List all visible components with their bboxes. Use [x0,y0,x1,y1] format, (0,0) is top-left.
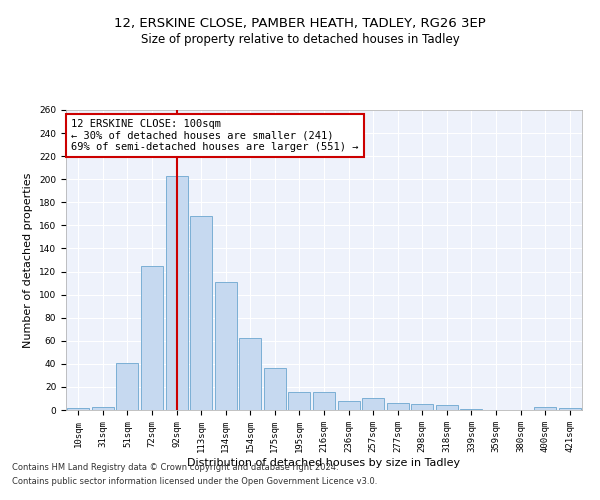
Bar [338,401,359,410]
Text: 12, ERSKINE CLOSE, PAMBER HEATH, TADLEY, RG26 3EP: 12, ERSKINE CLOSE, PAMBER HEATH, TADLEY,… [114,18,486,30]
Bar [116,362,139,410]
Bar [411,404,433,410]
Bar [190,216,212,410]
Bar [362,398,384,410]
Bar [534,406,556,410]
Text: 12 ERSKINE CLOSE: 100sqm
← 30% of detached houses are smaller (241)
69% of semi-: 12 ERSKINE CLOSE: 100sqm ← 30% of detach… [71,119,359,152]
Text: Contains public sector information licensed under the Open Government Licence v3: Contains public sector information licen… [12,477,377,486]
Bar [166,176,188,410]
Bar [436,406,458,410]
Bar [386,403,409,410]
Bar [215,282,237,410]
Bar [289,392,310,410]
Y-axis label: Number of detached properties: Number of detached properties [23,172,34,348]
Bar [239,338,262,410]
X-axis label: Distribution of detached houses by size in Tadley: Distribution of detached houses by size … [187,458,461,468]
Bar [264,368,286,410]
Bar [460,409,482,410]
Bar [141,266,163,410]
Bar [313,392,335,410]
Text: Contains HM Land Registry data © Crown copyright and database right 2024.: Contains HM Land Registry data © Crown c… [12,464,338,472]
Bar [92,406,114,410]
Bar [559,408,581,410]
Bar [67,408,89,410]
Text: Size of property relative to detached houses in Tadley: Size of property relative to detached ho… [140,32,460,46]
